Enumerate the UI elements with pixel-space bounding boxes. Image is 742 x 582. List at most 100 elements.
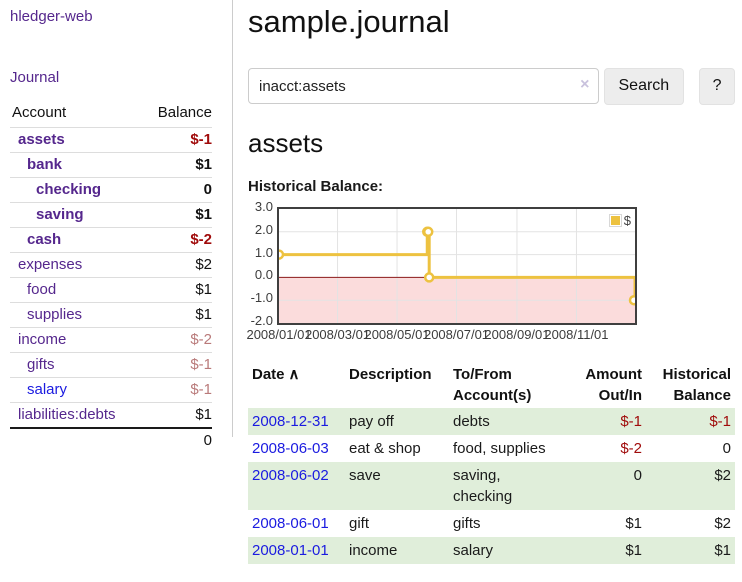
transaction-date-link[interactable]: 2008-06-02 bbox=[252, 467, 329, 484]
x-axis-tick: 2008/01/01 bbox=[246, 327, 312, 342]
account-name-cell: supplies bbox=[10, 302, 142, 328]
account-name-cell: salary bbox=[10, 377, 142, 403]
register-header-amount: Amount Out/In bbox=[585, 366, 642, 404]
account-row: cash $-2 bbox=[10, 227, 212, 253]
accounts-rows: assets $-1 bank $1 checking 0 saving $1 cash $-2 e… bbox=[10, 127, 212, 428]
account-link[interactable]: food bbox=[27, 281, 57, 298]
transaction-date-cell: 2008-01-01 bbox=[248, 537, 345, 564]
transaction-date-link[interactable]: 2008-12-31 bbox=[252, 413, 329, 430]
account-balance: $1 bbox=[141, 202, 212, 228]
register-rows: 2008-12-31 pay off debts $-1 $-1 2008-06-03 ea… bbox=[248, 408, 735, 564]
search-form: × Search ? bbox=[248, 67, 735, 105]
account-link[interactable]: cash bbox=[27, 231, 62, 248]
account-link[interactable]: bank bbox=[27, 156, 63, 173]
page-title: sample.journal bbox=[248, 4, 450, 39]
account-name-cell: expenses bbox=[10, 252, 142, 278]
account-row: gifts $-1 bbox=[10, 352, 212, 378]
y-axis-tick: 3.0 bbox=[254, 199, 273, 214]
transaction-row: 2008-06-01 gift gifts $1 $2 bbox=[248, 510, 735, 537]
account-row: assets $-1 bbox=[10, 127, 212, 153]
transaction-balance: $2 bbox=[714, 467, 731, 484]
transaction-row: 2008-01-01 income salary $1 $1 bbox=[248, 537, 735, 564]
clear-search-icon[interactable]: × bbox=[580, 76, 590, 93]
account-balance: $2 bbox=[141, 252, 212, 278]
transaction-date-link[interactable]: 2008-01-01 bbox=[252, 542, 329, 559]
chart-title: Historical Balance: bbox=[248, 178, 384, 195]
transaction-accounts: saving, checking bbox=[453, 467, 513, 505]
account-name-cell: food bbox=[10, 277, 142, 303]
transaction-description: pay off bbox=[349, 413, 394, 430]
transaction-row: 2008-12-31 pay off debts $-1 $-1 bbox=[248, 408, 735, 435]
transaction-amount: $-1 bbox=[620, 413, 642, 430]
accounts-total-row: 0 bbox=[10, 427, 212, 453]
legend-label: $ bbox=[623, 213, 631, 228]
chart-canvas bbox=[279, 209, 635, 323]
transaction-accounts: salary bbox=[453, 542, 494, 559]
account-balance: $-2 bbox=[141, 327, 212, 353]
accounts-table: Account Balance assets $-1 bank $1 checking 0… bbox=[10, 102, 212, 453]
register-header-date[interactable]: Date ∧ bbox=[252, 366, 300, 383]
account-heading: assets bbox=[248, 128, 324, 158]
account-link[interactable]: salary bbox=[27, 381, 68, 398]
account-row: supplies $1 bbox=[10, 302, 212, 328]
y-axis-tick: 0.0 bbox=[254, 267, 273, 283]
y-axis-tick: -2.0 bbox=[250, 313, 273, 328]
account-balance: $-1 bbox=[141, 352, 212, 378]
transaction-date-link[interactable]: 2008-06-03 bbox=[252, 440, 329, 457]
accounts-total-value: 0 bbox=[141, 427, 212, 453]
balance-chart: $ 3.0 2.0 1.0 0.0 -1.0 -2.0 2008/01/01 2008/03… bbox=[246, 199, 735, 344]
account-name-cell: assets bbox=[10, 127, 142, 153]
x-axis-tick: 2008/11/01 bbox=[544, 327, 609, 342]
account-row: checking 0 bbox=[10, 177, 212, 203]
y-axis-tick: -1.0 bbox=[250, 290, 273, 306]
account-link[interactable]: supplies bbox=[27, 306, 83, 323]
transaction-balance: $2 bbox=[714, 515, 731, 532]
sidebar-item-journal[interactable]: Journal bbox=[10, 69, 60, 86]
account-name-cell: income bbox=[10, 327, 142, 353]
account-link[interactable]: checking bbox=[36, 181, 102, 198]
account-link[interactable]: income bbox=[18, 331, 67, 348]
transaction-description: eat & shop bbox=[349, 440, 421, 457]
register-header-description: Description bbox=[349, 366, 432, 383]
transaction-amount: 0 bbox=[633, 467, 642, 484]
account-link[interactable]: liabilities:debts bbox=[18, 406, 116, 423]
legend-swatch-icon bbox=[608, 214, 622, 227]
account-row: saving $1 bbox=[10, 202, 212, 228]
account-link[interactable]: saving bbox=[36, 206, 84, 223]
transaction-description: save bbox=[349, 467, 381, 484]
account-name-cell: liabilities:debts bbox=[10, 402, 142, 428]
account-link[interactable]: expenses bbox=[18, 256, 83, 273]
register-header-historical: Historical Balance bbox=[662, 366, 731, 404]
account-balance: $-1 bbox=[141, 127, 212, 153]
account-balance: $1 bbox=[141, 277, 212, 303]
app-title-link[interactable]: hledger-web bbox=[10, 8, 93, 25]
transaction-accounts: food, supplies bbox=[453, 440, 546, 457]
chart-plot-area[interactable]: $ bbox=[277, 207, 637, 325]
account-row: liabilities:debts $1 bbox=[10, 402, 212, 428]
account-name-cell: checking bbox=[10, 177, 142, 203]
y-axis-tick: 2.0 bbox=[254, 221, 273, 237]
accounts-header-account: Account bbox=[12, 104, 67, 121]
account-balance: $1 bbox=[141, 402, 212, 428]
chart-legend: $ bbox=[608, 213, 631, 228]
transaction-accounts: debts bbox=[453, 413, 490, 430]
transaction-date-cell: 2008-06-03 bbox=[248, 435, 345, 462]
account-name-cell: bank bbox=[10, 152, 142, 178]
register-table: Date ∧ Description To/From Account(s) Amount O… bbox=[248, 362, 735, 564]
x-axis-tick: 2008/07/01 bbox=[423, 327, 490, 342]
search-input[interactable] bbox=[248, 68, 599, 104]
account-name-cell: saving bbox=[10, 202, 142, 228]
account-link[interactable]: assets bbox=[18, 131, 65, 148]
accounts-header-balance: Balance bbox=[157, 104, 212, 121]
transaction-row: 2008-06-03 eat & shop food, supplies $-2 0 bbox=[248, 435, 735, 462]
account-balance: $-2 bbox=[141, 227, 212, 253]
transaction-date-link[interactable]: 2008-06-01 bbox=[252, 515, 329, 532]
account-balance: $1 bbox=[141, 152, 212, 178]
transaction-balance: $1 bbox=[714, 542, 731, 559]
account-link[interactable]: gifts bbox=[27, 356, 55, 373]
account-row: income $-2 bbox=[10, 327, 212, 353]
account-name-cell: cash bbox=[10, 227, 142, 253]
transaction-balance: $-1 bbox=[709, 413, 731, 430]
help-button[interactable]: ? bbox=[699, 67, 735, 105]
search-button[interactable]: Search bbox=[603, 67, 685, 105]
